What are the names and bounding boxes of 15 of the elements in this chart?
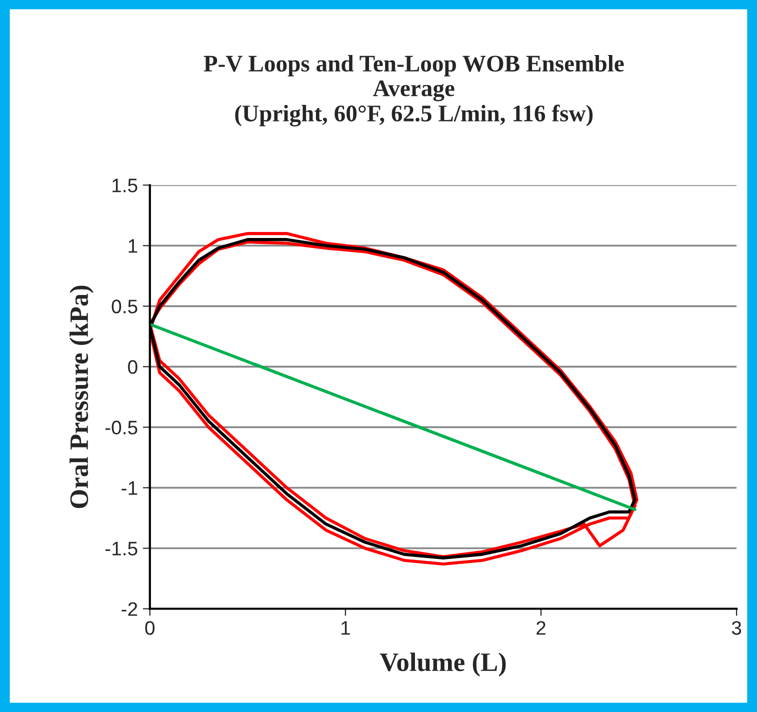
y-axis-title: Oral Pressure (kPa) [70,286,94,508]
chart-title: P-V Loops and Ten-Loop WOB Ensemble Average (Upright, 60°F, 62.5 L/min, 116 fsw) [204,54,624,126]
x-tick-label: 0 [145,621,155,635]
x-tick-label: 2 [536,621,546,635]
y-tick-label: 1 [128,239,138,253]
y-tick-label: 0 [128,360,138,374]
y-tick-label: -1 [122,481,138,495]
x-axis-title: Volume (L) [380,652,506,677]
y-tick-label: 1.5 [112,178,138,192]
y-tick-label: -0.5 [105,420,138,434]
y-tick-label: -2 [122,602,138,616]
y-tick-label: 0.5 [112,300,138,314]
x-tick-label: 3 [732,621,742,635]
y-tick-label: -1.5 [105,542,138,556]
x-tick-label: 1 [342,621,350,635]
